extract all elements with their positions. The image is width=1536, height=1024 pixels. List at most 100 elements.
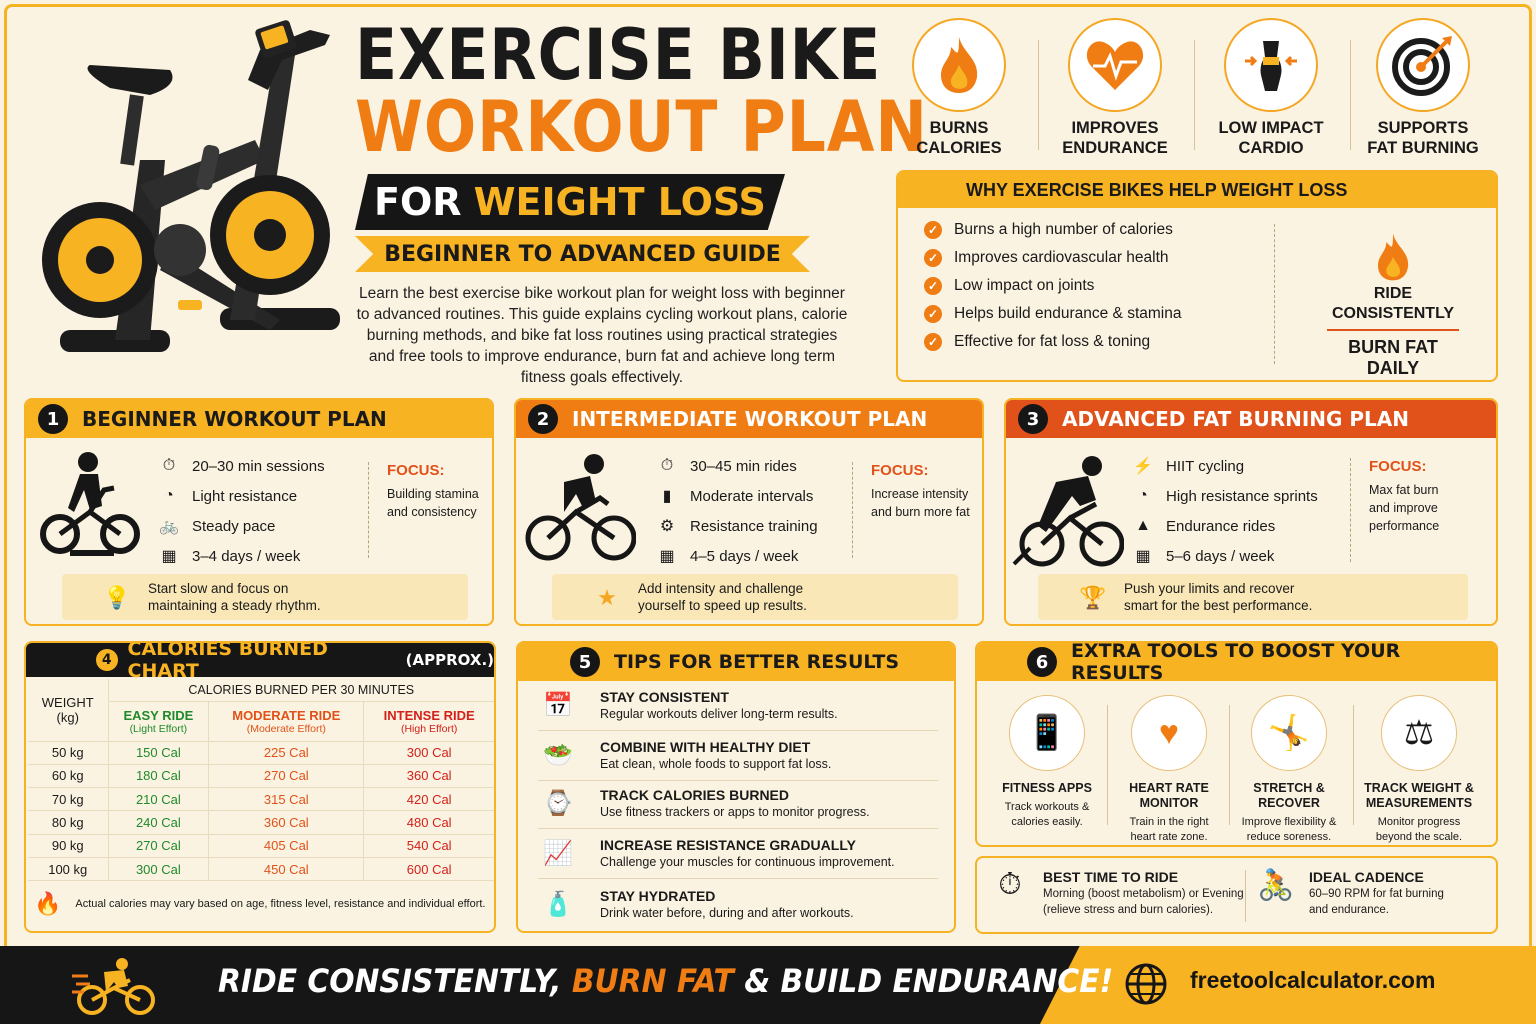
tip-item: ⌚ TRACK CALORIES BURNED Use fitness tracke… (538, 779, 938, 829)
calorie-cell: 360 Cal (208, 810, 365, 835)
slogan-part-3: & BUILD ENDURANCE! (744, 962, 1114, 1000)
tool-desc: Improve flexibility & reduce soreness. (1241, 816, 1337, 843)
calorie-cell: 180 Cal (108, 764, 209, 789)
why-list: ✓ Burns a high number of calories ✓ Improv… (924, 216, 1181, 356)
focus-text: Increase intensity and burn more fat (871, 487, 970, 519)
list-item: ✓ Improves cardiovascular health (924, 244, 1181, 272)
smartwatch-icon: ⌚ (543, 790, 573, 817)
list-item: ✓ Burns a high number of calories (924, 216, 1181, 244)
heart-rate-icon: ♥ (1131, 695, 1207, 771)
calendar-icon: ▦ (161, 548, 177, 565)
gauge-icon: ◔ (164, 487, 174, 504)
trophy-icon: 🏆 (1079, 584, 1107, 610)
divider (1274, 224, 1275, 364)
tip-title: TRACK CALORIES BURNED (600, 787, 789, 803)
weight-cell: 80 kg (28, 810, 109, 835)
plan-items: ⏱ 30–45 min rides ▮ Moderate intervals ⚙ Re… (656, 451, 818, 571)
section-number: 4 (96, 649, 118, 671)
column-name: MODERATE RIDE (232, 707, 341, 723)
tool-name: HEART RATE MONITOR (1129, 781, 1209, 810)
cyclist-icon (40, 452, 140, 556)
tip-desc: Challenge your muscles for continuous im… (600, 855, 895, 869)
gauge-icon: ◔ (1138, 487, 1148, 504)
mountain-icon: ▲ (1135, 517, 1151, 534)
table-header-row: WEIGHT (kg) CALORIES BURNED PER 30 MINUT… (28, 679, 494, 742)
plan-header: 1 BEGINNER WORKOUT PLAN (26, 400, 492, 438)
plan-item-text: 3–4 days / week (192, 547, 301, 565)
divider (1245, 870, 1246, 922)
stopwatch-icon: ⏱ (998, 868, 1022, 901)
divider (1327, 329, 1459, 331)
plan-item-text: 30–45 min rides (690, 457, 797, 475)
plan-header: 3 ADVANCED FAT BURNING PLAN (1006, 400, 1496, 438)
calorie-cell: 225 Cal (208, 741, 365, 765)
plan-number: 3 (1018, 404, 1048, 434)
weight-header: WEIGHT (kg) (28, 679, 109, 742)
benefit-label: LOW IMPACT CARDIO (1218, 119, 1324, 157)
focus-title: FOCUS: (387, 462, 445, 479)
best-time-desc: Morning (boost metabolism) or Evening (r… (1043, 888, 1244, 916)
weight-cell: 90 kg (28, 834, 109, 858)
section-number: 6 (1027, 647, 1057, 677)
benefit-label: BURNS CALORIES (916, 119, 1002, 157)
column-sub: (Moderate Effort) (246, 722, 326, 735)
focus-title: FOCUS: (1369, 458, 1427, 475)
list-item: ▦ 4–5 days / week (656, 541, 818, 571)
check-icon: ✓ (924, 221, 942, 239)
calorie-cell: 540 Cal (363, 834, 494, 858)
plan-item-text: High resistance sprints (1166, 487, 1318, 505)
tips-header: 5 TIPS FOR BETTER RESULTS (518, 643, 954, 681)
plan-title: BEGINNER WORKOUT PLAN (82, 407, 387, 431)
focus-text: Building stamina and consistency (387, 487, 479, 519)
title-line-1: EXERCISE BIKE (355, 14, 882, 96)
divider (1194, 40, 1195, 150)
tip-title: COMBINE WITH HEALTHY DIET (600, 739, 811, 755)
check-icon: ✓ (924, 277, 942, 295)
tip-title: STAY CONSISTENT (600, 689, 729, 705)
plan-item-text: HIIT cycling (1166, 457, 1245, 475)
calendar-check-icon: 📅 (543, 692, 573, 719)
callout-top: RIDE CONSISTENTLY (1331, 285, 1455, 322)
water-bottle-icon: 🧴 (543, 890, 573, 918)
website-link[interactable]: freetoolcalculator.com (1190, 967, 1436, 993)
ride-callout: RIDE CONSISTENTLY BURN FAT DAILY (1308, 232, 1478, 379)
calendar-icon: ▦ (659, 548, 675, 565)
ride-tips-card: ⏱ BEST TIME TO RIDE Morning (boost metabo… (975, 856, 1498, 934)
footer-accent (1040, 946, 1536, 1024)
table-row: 80 kg 240 Cal 360 Cal 480 Cal (28, 810, 494, 835)
flame-icon (1378, 233, 1409, 281)
plan-tip: ★ Add intensity and challenge yourself t… (552, 574, 958, 620)
tool-desc: Track workouts & calories easily. (1004, 801, 1090, 828)
why-item-text: Low impact on joints (954, 277, 1095, 294)
benefit-low-impact: LOW IMPACT CARDIO (1196, 18, 1346, 158)
healthy-bowl-icon: 🥗 (543, 742, 573, 769)
advanced-plan-card: 3 ADVANCED FAT BURNING PLAN ⚡ HIIT cyclin… (1004, 398, 1498, 626)
road-cyclist-icon (525, 454, 636, 561)
plan-items: ⚡ HIIT cycling ◔ High resistance sprints ▲… (1132, 451, 1318, 571)
stretch-icon: 🤸 (1251, 695, 1327, 771)
best-time-title: BEST TIME TO RIDE (1043, 869, 1179, 885)
table-row: 50 kg 150 Cal 225 Cal 300 Cal (28, 741, 494, 765)
list-item: 🚲 Steady pace (158, 511, 325, 541)
calorie-cell: 600 Cal (363, 857, 494, 882)
footer-slogan: RIDE CONSISTENTLY, BURN FAT & BUILD ENDU… (218, 962, 1113, 1000)
check-icon: ✓ (924, 305, 942, 323)
plan-tip: 🏆 Push your limits and recover smart for… (1038, 574, 1468, 620)
list-item: ⏱ 20–30 min sessions (158, 451, 325, 481)
calorie-cell: 300 Cal (363, 741, 494, 765)
plan-item-text: Endurance rides (1166, 517, 1276, 535)
tool-desc: Train in the right heart rate zone. (1129, 816, 1209, 843)
plan-item-text: Light resistance (192, 487, 298, 505)
divider (1350, 40, 1351, 150)
phone-icon: 📱 (1009, 695, 1085, 771)
calorie-cell: 300 Cal (108, 857, 209, 882)
plan-focus: FOCUS: Increase intensity and burn more … (852, 462, 970, 558)
focus-text: Max fat burn and improve performance (1369, 483, 1440, 533)
table-row: 90 kg 270 Cal 405 Cal 540 Cal (28, 834, 494, 858)
plan-focus: FOCUS: Max fat burn and improve performa… (1350, 458, 1439, 562)
calorie-cell: 270 Cal (108, 834, 209, 858)
benefit-burns-calories: BURNS CALORIES (884, 18, 1034, 158)
tip-desc: Drink water before, during and after wor… (600, 905, 854, 920)
check-icon: ✓ (924, 333, 942, 351)
focus-title: FOCUS: (871, 462, 929, 479)
